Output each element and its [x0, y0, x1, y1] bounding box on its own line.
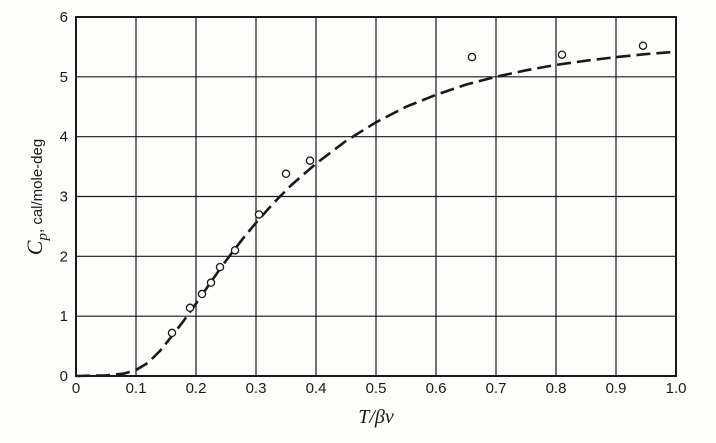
y-tick-label: 4 [60, 129, 68, 146]
y-tick-labels: 0 1 2 3 4 5 6 [60, 9, 68, 385]
y-axis-title: Cp, cal/mole-deg [22, 139, 51, 255]
y-tick-label: 0 [60, 368, 68, 385]
y-axis-subscript: p [35, 233, 51, 242]
data-point [215, 262, 225, 272]
x-tick-label: 0.2 [186, 380, 207, 397]
data-point [467, 52, 477, 62]
x-tick-label: 0.5 [366, 380, 387, 397]
x-tick-label: 0.9 [606, 380, 627, 397]
data-point [197, 289, 207, 299]
x-tick-label: 0.4 [306, 380, 327, 397]
y-tick-label: 3 [60, 189, 68, 206]
x-tick-label: 0.3 [246, 380, 267, 397]
points-layer [167, 41, 648, 338]
x-axis-title: T/βν [358, 406, 394, 428]
data-point [254, 210, 264, 219]
x-tick-label: 0.7 [486, 380, 507, 397]
y-axis-symbol: C [22, 240, 47, 255]
plot-frame [75, 16, 677, 377]
theory-curve [75, 50, 677, 378]
data-point [230, 246, 240, 255]
curve-layer [75, 50, 677, 378]
x-tick-label: 0 [72, 380, 80, 397]
x-tick-label: 1.0 [666, 380, 687, 397]
y-axis-units: , cal/mole-deg [29, 139, 46, 233]
data-point [638, 41, 648, 50]
x-tick-label: 0.8 [546, 380, 567, 397]
data-point [185, 303, 195, 313]
y-tick-label: 6 [60, 9, 68, 26]
y-tick-label: 5 [60, 69, 68, 86]
y-tick-label: 2 [60, 248, 68, 265]
x-tick-labels: 0 0.1 0.2 0.3 0.4 0.5 0.6 0.7 0.8 0.9 1.0 [72, 380, 687, 397]
grid [75, 16, 677, 377]
data-point [305, 156, 315, 165]
data-point [281, 169, 291, 179]
x-tick-label: 0.6 [426, 380, 447, 397]
data-point [206, 278, 216, 287]
data-point [167, 328, 177, 338]
x-tick-label: 0.1 [126, 380, 147, 397]
data-point [557, 50, 567, 59]
y-tick-label: 1 [60, 308, 68, 325]
